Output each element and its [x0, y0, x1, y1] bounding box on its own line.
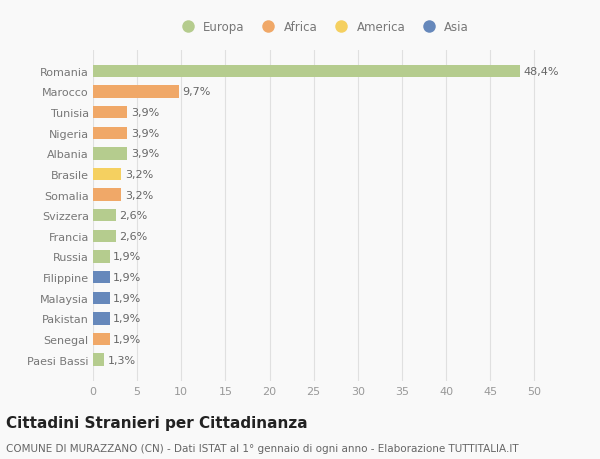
Text: 1,9%: 1,9% — [113, 293, 142, 303]
Bar — [93, 251, 110, 263]
Text: 3,9%: 3,9% — [131, 149, 159, 159]
Text: 3,2%: 3,2% — [125, 169, 153, 179]
Bar — [93, 148, 127, 160]
Bar — [93, 353, 104, 366]
Text: 9,7%: 9,7% — [182, 87, 211, 97]
Text: 3,9%: 3,9% — [131, 108, 159, 118]
Text: 3,2%: 3,2% — [125, 190, 153, 200]
Bar — [93, 106, 127, 119]
Text: Cittadini Stranieri per Cittadinanza: Cittadini Stranieri per Cittadinanza — [6, 415, 308, 431]
Text: 3,9%: 3,9% — [131, 129, 159, 139]
Bar — [93, 189, 121, 202]
Text: 1,9%: 1,9% — [113, 252, 142, 262]
Bar — [93, 168, 121, 181]
Text: 1,9%: 1,9% — [113, 273, 142, 282]
Bar — [93, 210, 116, 222]
Text: 2,6%: 2,6% — [119, 211, 148, 221]
Bar — [93, 127, 127, 140]
Bar — [93, 271, 110, 284]
Bar — [93, 66, 520, 78]
Bar — [93, 292, 110, 304]
Text: COMUNE DI MURAZZANO (CN) - Dati ISTAT al 1° gennaio di ogni anno - Elaborazione : COMUNE DI MURAZZANO (CN) - Dati ISTAT al… — [6, 443, 518, 453]
Text: 1,3%: 1,3% — [108, 355, 136, 365]
Text: 48,4%: 48,4% — [524, 67, 559, 77]
Text: 1,9%: 1,9% — [113, 334, 142, 344]
Bar — [93, 230, 116, 242]
Bar — [93, 86, 179, 98]
Legend: Europa, Africa, America, Asia: Europa, Africa, America, Asia — [172, 17, 473, 39]
Bar — [93, 333, 110, 345]
Text: 1,9%: 1,9% — [113, 313, 142, 324]
Text: 2,6%: 2,6% — [119, 231, 148, 241]
Bar — [93, 313, 110, 325]
